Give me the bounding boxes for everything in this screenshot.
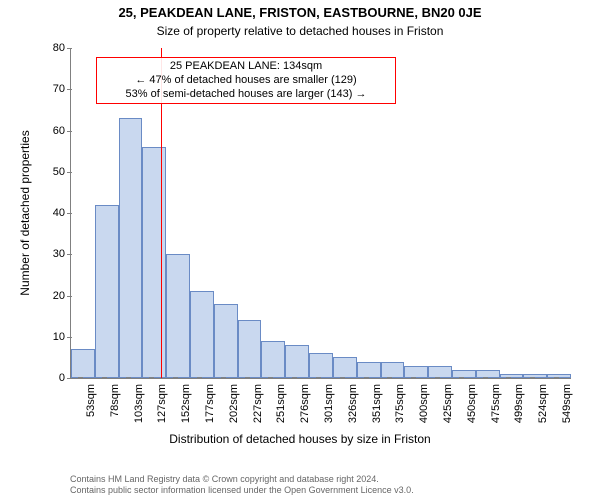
histogram-bar <box>428 366 452 378</box>
x-tick-label: 375sqm <box>392 378 406 423</box>
x-tick-label: 152sqm <box>178 378 192 423</box>
histogram-bar <box>119 118 143 378</box>
x-tick-label: 326sqm <box>345 378 359 423</box>
histogram-bar <box>261 341 285 378</box>
annotation-line-3: 53% of semi-detached houses are larger (… <box>101 88 391 102</box>
histogram-bar <box>190 291 214 378</box>
x-tick-label: 227sqm <box>250 378 264 423</box>
annotation-line-2: ← 47% of detached houses are smaller (12… <box>101 74 391 88</box>
histogram-bar <box>285 345 309 378</box>
histogram-bar <box>381 362 405 379</box>
attribution-line-2: Contains public sector information licen… <box>70 485 590 496</box>
x-tick-label: 351sqm <box>369 378 383 423</box>
x-tick-label: 499sqm <box>511 378 525 423</box>
x-tick-label: 301sqm <box>321 378 335 423</box>
x-tick-label: 127sqm <box>154 378 168 423</box>
attribution: Contains HM Land Registry data © Crown c… <box>70 474 590 496</box>
x-tick-label: 251sqm <box>273 378 287 423</box>
annotation-box: 25 PEAKDEAN LANE: 134sqm ← 47% of detach… <box>96 57 396 104</box>
y-tick-label: 30 <box>35 248 71 260</box>
x-tick-label: 202sqm <box>226 378 240 423</box>
histogram-bar <box>357 362 381 379</box>
histogram-bar <box>309 353 333 378</box>
x-tick-label: 425sqm <box>440 378 454 423</box>
x-tick-label: 276sqm <box>297 378 311 423</box>
histogram-bar <box>71 349 95 378</box>
y-tick-label: 20 <box>35 290 71 302</box>
histogram-bar <box>214 304 238 378</box>
histogram-bar <box>238 320 262 378</box>
y-tick-label: 0 <box>35 372 71 384</box>
x-axis-label: Distribution of detached houses by size … <box>0 432 600 446</box>
histogram-bar <box>95 205 119 378</box>
annotation-line-1: 25 PEAKDEAN LANE: 134sqm <box>101 60 391 74</box>
y-axis-label: Number of detached properties <box>18 130 32 295</box>
y-tick-label: 70 <box>35 83 71 95</box>
x-tick-label: 177sqm <box>202 378 216 423</box>
title-sub: Size of property relative to detached ho… <box>0 24 600 38</box>
y-tick-label: 10 <box>35 331 71 343</box>
histogram-bar <box>142 147 166 378</box>
x-tick-label: 78sqm <box>107 378 121 417</box>
x-tick-label: 475sqm <box>488 378 502 423</box>
x-tick-label: 549sqm <box>559 378 573 423</box>
attribution-line-1: Contains HM Land Registry data © Crown c… <box>70 474 590 485</box>
x-tick-label: 524sqm <box>535 378 549 423</box>
y-tick-label: 80 <box>35 42 71 54</box>
x-tick-label: 400sqm <box>416 378 430 423</box>
y-tick-label: 50 <box>35 166 71 178</box>
title-main: 25, PEAKDEAN LANE, FRISTON, EASTBOURNE, … <box>0 5 600 20</box>
y-tick-label: 60 <box>35 125 71 137</box>
x-tick-label: 103sqm <box>131 378 145 423</box>
y-tick-label: 40 <box>35 207 71 219</box>
x-tick-label: 450sqm <box>464 378 478 423</box>
histogram-bar <box>166 254 190 378</box>
x-tick-label: 53sqm <box>83 378 97 417</box>
histogram-bar <box>404 366 428 378</box>
histogram-bar <box>333 357 357 378</box>
